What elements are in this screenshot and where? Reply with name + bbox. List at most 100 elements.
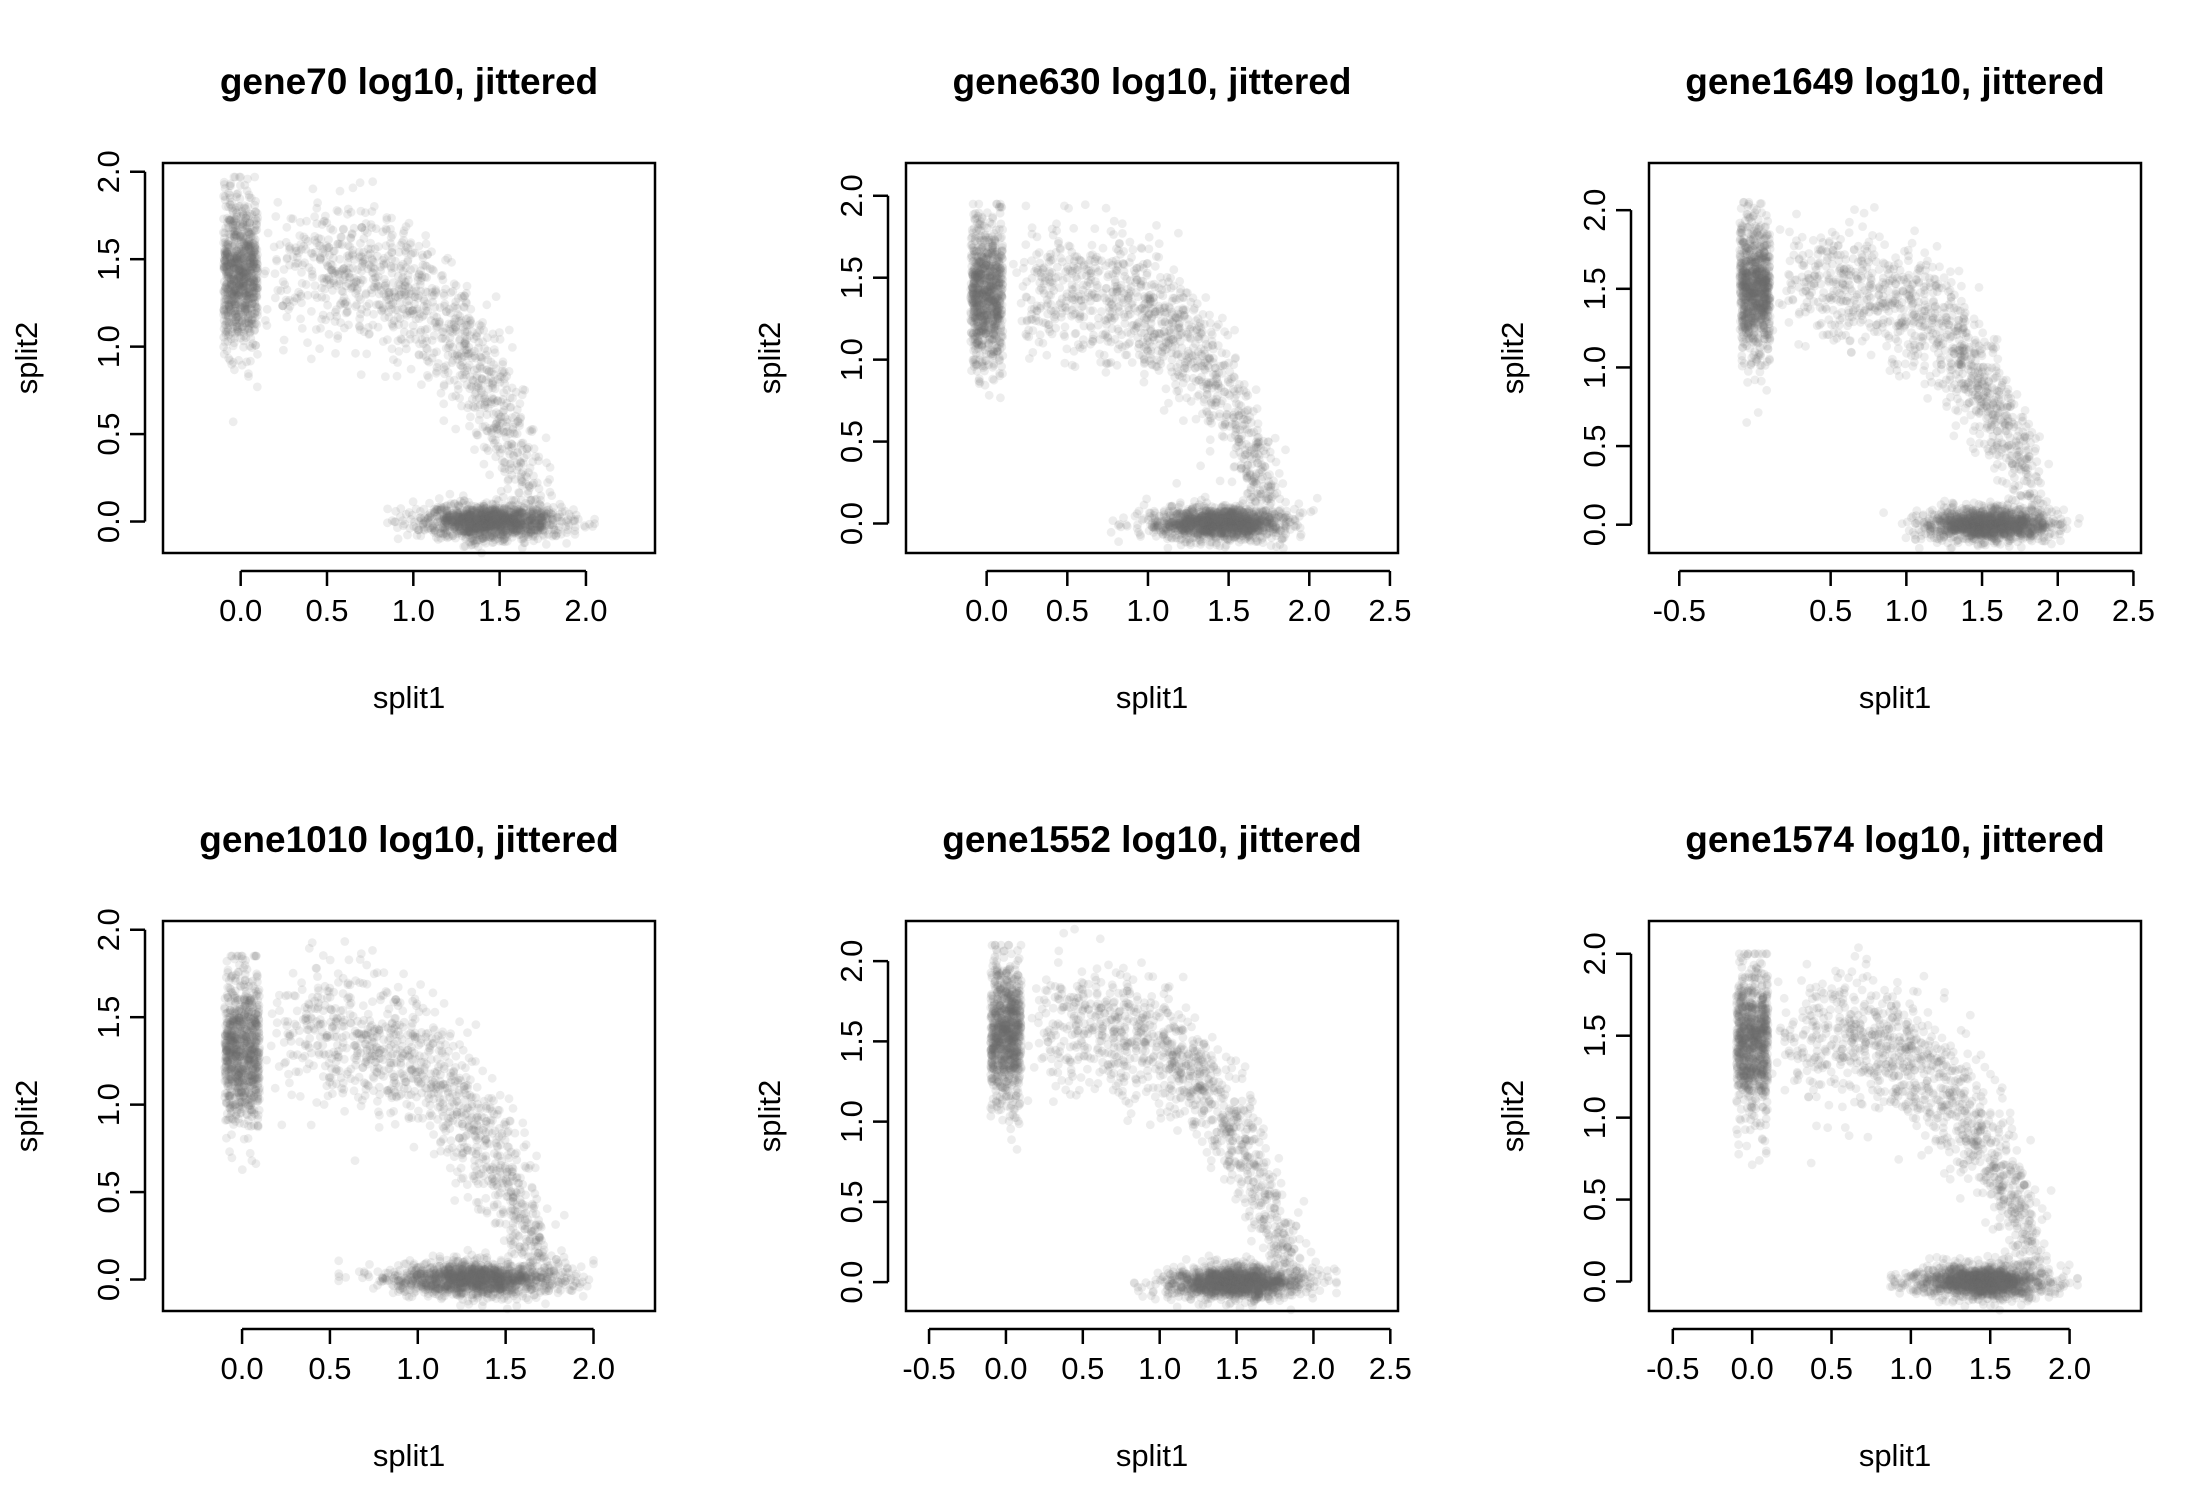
data-point [224,237,234,246]
data-point [543,478,552,487]
data-point [440,365,449,374]
data-point [343,279,353,288]
data-point [996,264,1005,274]
data-point [466,381,476,390]
data-point [243,202,253,212]
data-point [330,317,340,326]
data-point [297,324,307,333]
data-point [479,459,489,469]
x-axis-label: split1 [373,680,445,715]
data-point [245,328,255,338]
data-point [438,275,448,285]
data-point [416,325,426,335]
data-point [317,314,327,324]
data-point [230,217,239,226]
data-point [303,338,312,348]
data-point [421,231,431,240]
data-point [225,199,235,209]
data-point [381,372,390,381]
data-point [994,277,1004,287]
data-point [230,297,240,307]
data-point [518,445,527,455]
data-point [229,276,239,286]
data-point [230,290,239,300]
data-point [982,299,992,309]
data-point [233,291,243,301]
data-point [383,504,392,514]
data-point [1312,493,1322,503]
data-point [464,400,474,410]
data-point [512,405,522,414]
data-point [270,269,280,278]
data-point [358,258,368,267]
data-point [526,509,536,519]
data-point [995,340,1004,350]
data-point [500,537,510,547]
data-point [252,256,262,266]
data-point [246,319,256,328]
data-point [976,231,985,241]
data-point [252,382,262,392]
data-point [383,335,392,344]
data-point [239,282,249,292]
data-point [974,257,984,267]
data-point [238,218,248,228]
data-point [223,299,233,309]
data-point [272,254,281,264]
data-point [273,197,283,207]
data-point [233,285,243,295]
data-point [418,312,427,321]
data-point [536,495,545,505]
data-point [368,255,377,265]
data-point [509,441,519,451]
data-point [239,255,249,264]
data-point [998,225,1007,235]
data-point [403,255,413,265]
data-point [224,261,234,270]
data-point [251,207,261,217]
data-point [437,505,446,514]
data-point [221,267,231,277]
data-point [436,388,446,398]
data-point [503,476,513,486]
data-point [1175,500,1185,510]
data-point [238,260,248,270]
data-point [333,334,343,343]
data-point [220,307,229,317]
data-point [278,277,288,286]
data-point [369,202,379,211]
data-point [460,328,470,337]
data-point [417,380,426,389]
data-point [242,186,252,196]
data-point [236,279,245,289]
data-point [545,463,555,472]
data-point [383,518,392,528]
data-point [451,424,461,434]
data-point [222,346,232,356]
data-point [989,375,999,385]
data-point [221,202,231,211]
data-point [447,392,457,402]
data-point [315,344,324,354]
data-point [500,379,509,389]
data-point [316,323,325,333]
data-point [317,274,327,283]
data-point [251,283,260,292]
data-point [518,385,528,394]
data-point [453,293,463,303]
data-point [252,320,262,329]
data-point [221,239,231,249]
data-point [463,351,473,361]
data-point [499,388,509,397]
data-point [411,504,421,514]
data-point [459,496,469,506]
data-point [233,227,242,237]
data-point [356,309,365,319]
data-point [361,288,371,298]
data-point [226,305,236,314]
data-point [971,327,981,337]
data-point [346,233,355,243]
data-point [236,232,246,241]
data-point [248,282,258,292]
data-point [234,355,244,365]
